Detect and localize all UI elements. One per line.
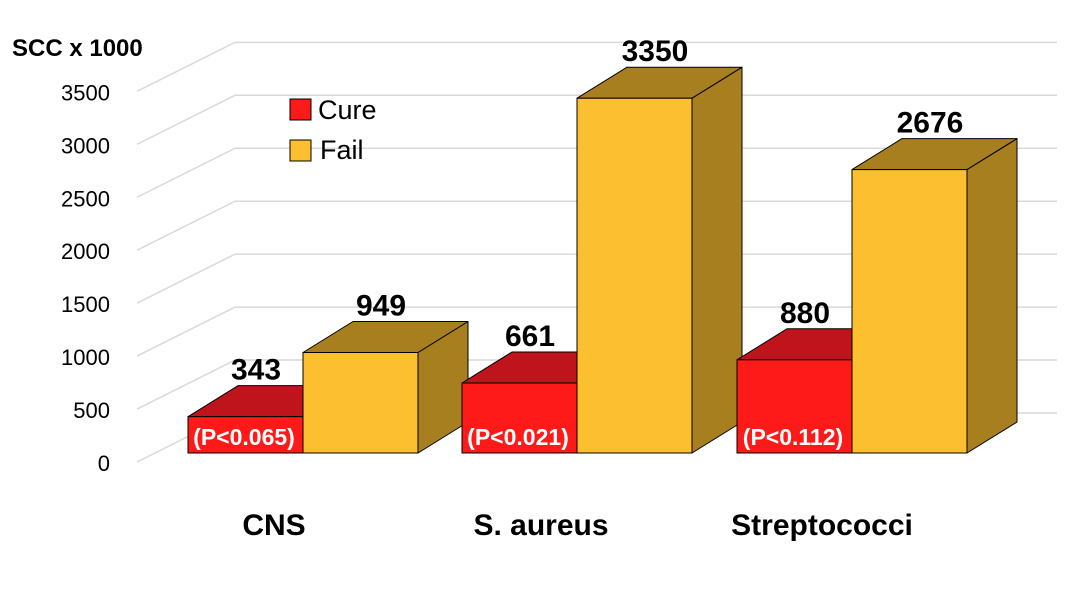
y-tick-label: 1000 xyxy=(61,345,110,370)
gridline xyxy=(136,200,1057,251)
x-axis-category-labels: CNS S. aureus Streptococci xyxy=(242,509,913,542)
gridline xyxy=(136,94,1057,145)
y-tick-label: 3500 xyxy=(61,80,110,105)
y-tick-label: 2000 xyxy=(61,239,110,264)
bar-front xyxy=(851,169,968,454)
legend-label-fail: Fail xyxy=(320,135,364,165)
data-label-cure: 343 xyxy=(231,354,281,387)
bar-fail-s-aureus xyxy=(576,66,743,454)
y-axis-tick-labels: 0 500 1000 1500 2000 2500 3000 3500 xyxy=(61,80,110,476)
bar-front xyxy=(736,359,853,454)
legend-label-cure: Cure xyxy=(318,95,377,125)
data-label-fail: 2676 xyxy=(897,107,964,140)
p-value-annotation: (P<0.112) xyxy=(743,424,843,450)
bars xyxy=(187,66,1018,454)
legend-swatch-fail xyxy=(289,139,312,162)
data-label-cure: 880 xyxy=(780,297,830,330)
legend-swatch-cure xyxy=(289,98,312,121)
bar-front xyxy=(302,352,419,454)
p-value-annotation: (P<0.065) xyxy=(193,424,295,450)
x-category-label: CNS xyxy=(242,509,305,542)
gridlines xyxy=(136,41,1057,463)
y-tick-label: 2500 xyxy=(61,186,110,211)
data-labels: 343 949 (P<0.065) 661 3350 (P<0.021) 880 2676 (P… xyxy=(193,35,963,450)
bar-side xyxy=(691,66,743,454)
gridline xyxy=(136,41,1057,93)
bar-side xyxy=(966,138,1018,454)
bar-front xyxy=(461,382,578,454)
gridline xyxy=(136,253,1057,304)
y-tick-label: 500 xyxy=(73,398,110,423)
bar-front xyxy=(187,416,304,454)
x-category-label: Streptococci xyxy=(731,509,913,542)
data-label-fail: 949 xyxy=(356,290,406,323)
bar-fail-cns xyxy=(302,321,469,454)
y-tick-label: 1500 xyxy=(61,292,110,317)
gridline xyxy=(136,147,1057,198)
y-tick-label: 3000 xyxy=(61,133,110,158)
bar-front xyxy=(576,97,693,454)
x-category-label: S. aureus xyxy=(473,509,608,542)
p-value-annotation: (P<0.021) xyxy=(467,424,569,450)
data-label-fail: 3350 xyxy=(622,35,689,68)
y-tick-label: 0 xyxy=(98,451,110,476)
gridline xyxy=(136,306,1057,357)
bar-fail-streptococci xyxy=(851,138,1018,454)
data-label-cure: 661 xyxy=(505,320,555,353)
legend: Cure Fail xyxy=(289,95,377,165)
y-axis-title: SCC x 1000 xyxy=(12,35,143,62)
